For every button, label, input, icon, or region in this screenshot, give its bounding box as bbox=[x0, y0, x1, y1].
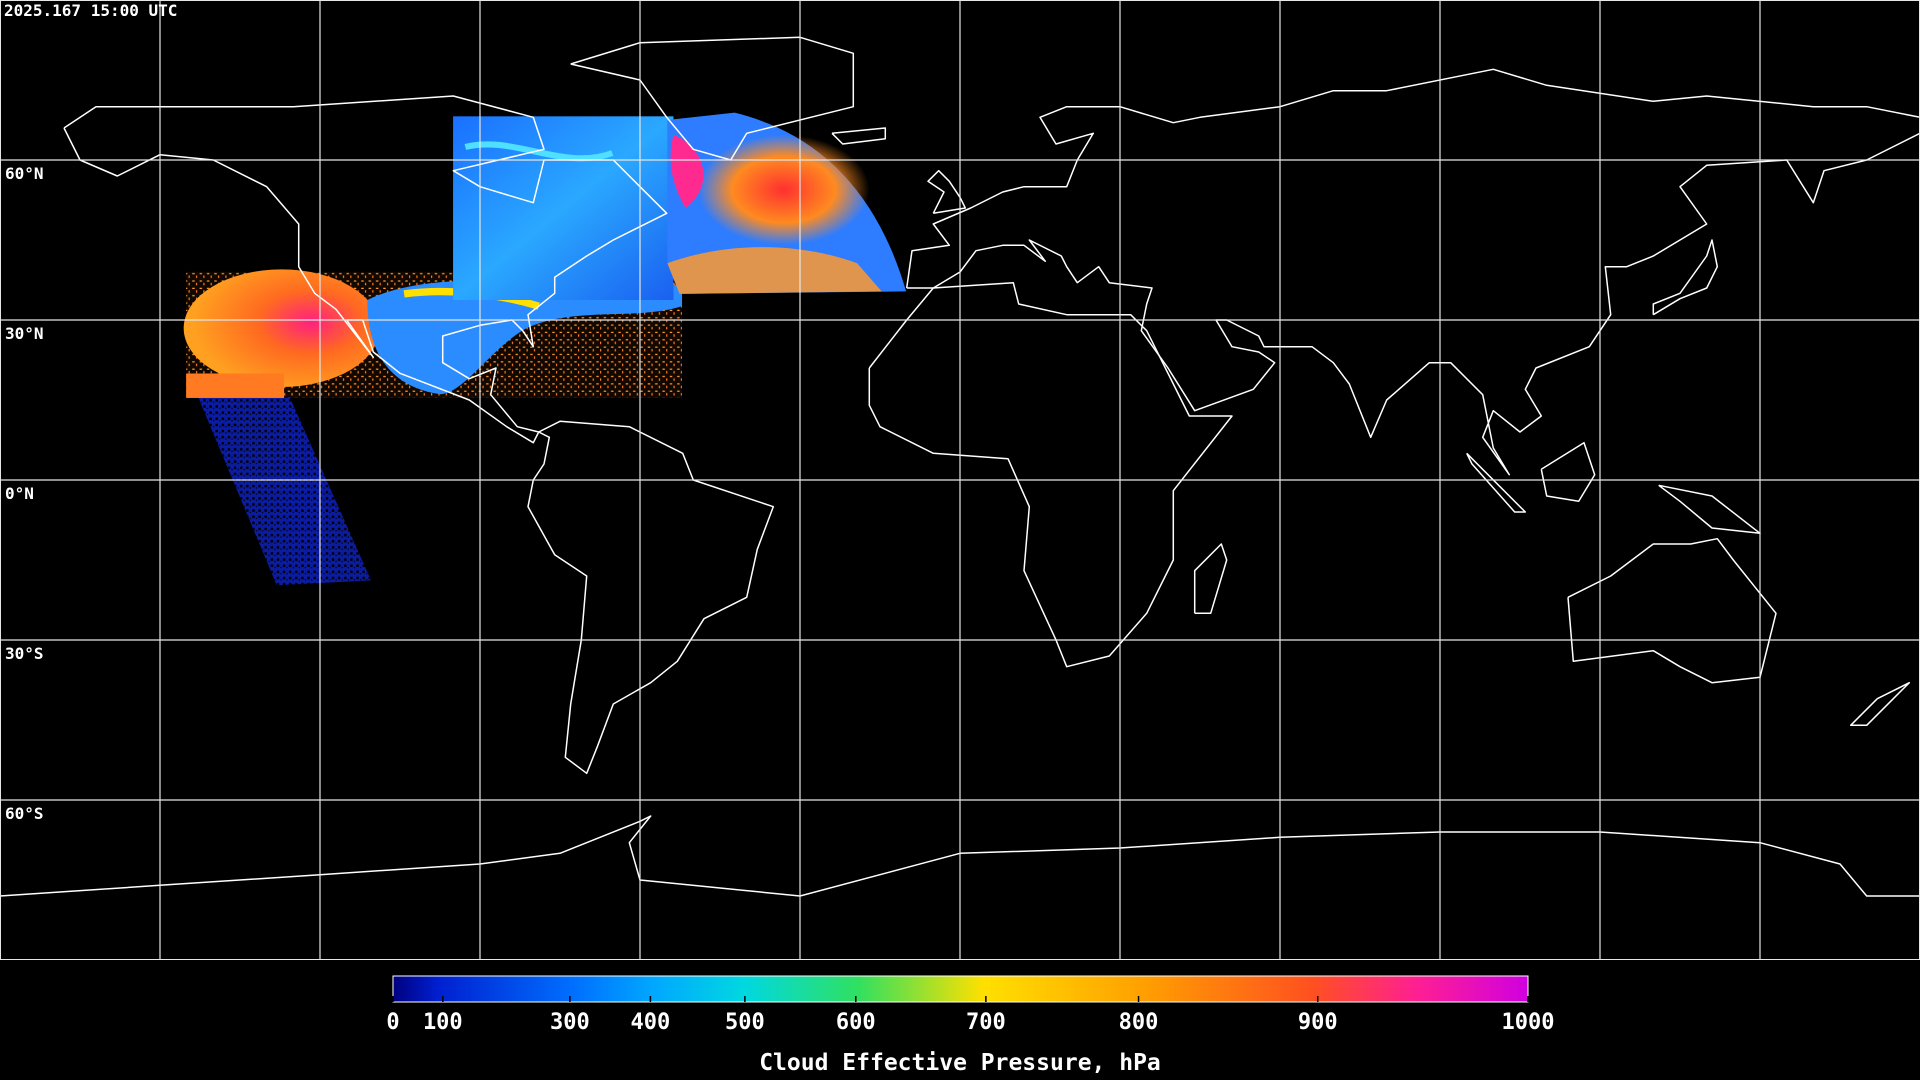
coastline bbox=[905, 68, 1920, 476]
timestamp: 2025.167 15:00 UTC bbox=[4, 1, 177, 20]
colorbar-title: Cloud Effective Pressure, hPa bbox=[759, 1050, 1161, 1076]
colorbar-tick-label: 300 bbox=[550, 1010, 590, 1035]
coastline bbox=[1193, 543, 1228, 615]
colorbar-tick-label: 800 bbox=[1119, 1010, 1159, 1035]
colorbar-tick-label: 900 bbox=[1298, 1010, 1338, 1035]
cloud-storm bbox=[670, 134, 704, 209]
lat-label: 0°N bbox=[5, 484, 34, 503]
cloud-storm bbox=[667, 247, 882, 294]
colorbar-ramp bbox=[392, 975, 1529, 1003]
coastline bbox=[1567, 537, 1777, 684]
colorbar-tick-label: 400 bbox=[631, 1010, 671, 1035]
colorbar-tick-label: 600 bbox=[836, 1010, 876, 1035]
colorbar-tick-label: 100 bbox=[423, 1010, 463, 1035]
cloud-front bbox=[367, 280, 683, 395]
lat-label: 30°S bbox=[5, 644, 44, 663]
colorbar: Cloud Effective Pressure, hPa 0 100 300 400… bbox=[386, 975, 1555, 1076]
coastline bbox=[1849, 681, 1911, 727]
coastline bbox=[1658, 484, 1761, 535]
graticule: 60°N 30°N 0°N 30°S 60°S bbox=[0, 0, 1920, 960]
coastline bbox=[868, 281, 1233, 668]
cloud-storm bbox=[697, 134, 870, 245]
coastline bbox=[1466, 452, 1527, 513]
coastline bbox=[63, 95, 668, 444]
lat-label: 60°S bbox=[5, 804, 44, 823]
swath-tropical bbox=[195, 384, 372, 586]
coastline bbox=[527, 420, 775, 775]
lat-label: 30°N bbox=[5, 324, 44, 343]
coastline bbox=[570, 36, 855, 161]
cloud-band bbox=[464, 141, 614, 162]
colorbar-tick-label: 700 bbox=[966, 1010, 1006, 1035]
lat-label: 60°N bbox=[5, 164, 44, 183]
coastline bbox=[927, 169, 967, 215]
cloud-swaths bbox=[183, 112, 907, 586]
coastline bbox=[1652, 239, 1719, 316]
coastline bbox=[1540, 441, 1596, 503]
coastline bbox=[831, 127, 887, 145]
colorbar-tick-label: 0 bbox=[386, 1010, 399, 1035]
colorbar-tick-label: 1000 bbox=[1502, 1010, 1555, 1035]
cloud-warm bbox=[186, 373, 285, 398]
cloud-warm bbox=[183, 269, 380, 387]
colorbar-tick-label: 500 bbox=[725, 1010, 765, 1035]
